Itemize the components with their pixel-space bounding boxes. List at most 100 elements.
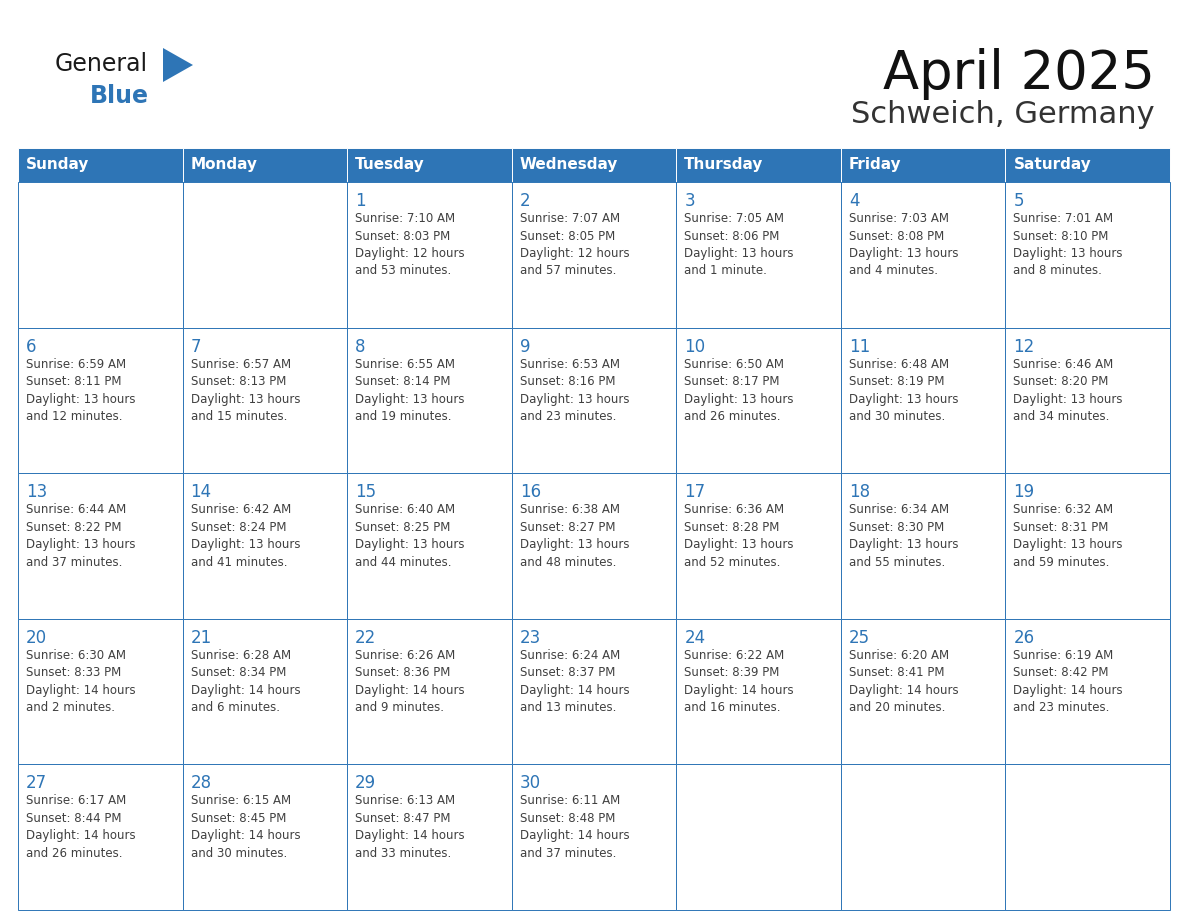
Text: 20: 20 [26,629,48,647]
Bar [18,473,183,619]
Text: 16: 16 [519,483,541,501]
Bar [841,328,1005,473]
Bar [676,182,841,328]
Text: 21: 21 [190,629,211,647]
Bar [1005,328,1170,473]
Text: Blue: Blue [90,84,148,108]
Bar [18,148,183,182]
Bar [183,765,347,910]
Text: Thursday: Thursday [684,158,764,173]
Bar [676,765,841,910]
Text: Sunrise: 7:01 AM
Sunset: 8:10 PM
Daylight: 13 hours
and 8 minutes.: Sunrise: 7:01 AM Sunset: 8:10 PM Dayligh… [1013,212,1123,277]
Bar [512,765,676,910]
Text: 9: 9 [519,338,530,355]
Text: 23: 23 [519,629,541,647]
Text: 22: 22 [355,629,377,647]
Text: 6: 6 [26,338,37,355]
Text: Sunrise: 6:22 AM
Sunset: 8:39 PM
Daylight: 14 hours
and 16 minutes.: Sunrise: 6:22 AM Sunset: 8:39 PM Dayligh… [684,649,794,714]
Bar [347,182,512,328]
Text: Sunrise: 6:36 AM
Sunset: 8:28 PM
Daylight: 13 hours
and 52 minutes.: Sunrise: 6:36 AM Sunset: 8:28 PM Dayligh… [684,503,794,568]
Bar [18,765,183,910]
Text: Sunday: Sunday [26,158,89,173]
Text: Sunrise: 6:53 AM
Sunset: 8:16 PM
Daylight: 13 hours
and 23 minutes.: Sunrise: 6:53 AM Sunset: 8:16 PM Dayligh… [519,358,630,423]
Text: Sunrise: 6:19 AM
Sunset: 8:42 PM
Daylight: 14 hours
and 23 minutes.: Sunrise: 6:19 AM Sunset: 8:42 PM Dayligh… [1013,649,1123,714]
Bar [841,182,1005,328]
Text: Sunrise: 6:34 AM
Sunset: 8:30 PM
Daylight: 13 hours
and 55 minutes.: Sunrise: 6:34 AM Sunset: 8:30 PM Dayligh… [849,503,959,568]
Bar [183,473,347,619]
Text: Sunrise: 6:32 AM
Sunset: 8:31 PM
Daylight: 13 hours
and 59 minutes.: Sunrise: 6:32 AM Sunset: 8:31 PM Dayligh… [1013,503,1123,568]
Text: Sunrise: 6:42 AM
Sunset: 8:24 PM
Daylight: 13 hours
and 41 minutes.: Sunrise: 6:42 AM Sunset: 8:24 PM Dayligh… [190,503,301,568]
Text: Friday: Friday [849,158,902,173]
Bar [676,473,841,619]
Text: Sunrise: 6:30 AM
Sunset: 8:33 PM
Daylight: 14 hours
and 2 minutes.: Sunrise: 6:30 AM Sunset: 8:33 PM Dayligh… [26,649,135,714]
Bar [18,182,183,328]
Text: 26: 26 [1013,629,1035,647]
Polygon shape [163,48,192,82]
Bar [512,473,676,619]
Text: Sunrise: 6:44 AM
Sunset: 8:22 PM
Daylight: 13 hours
and 37 minutes.: Sunrise: 6:44 AM Sunset: 8:22 PM Dayligh… [26,503,135,568]
Bar [183,182,347,328]
Text: 2: 2 [519,192,530,210]
Bar [183,619,347,765]
Bar [1005,473,1170,619]
Bar [183,328,347,473]
Text: 8: 8 [355,338,366,355]
Bar [1005,182,1170,328]
Text: Sunrise: 6:48 AM
Sunset: 8:19 PM
Daylight: 13 hours
and 30 minutes.: Sunrise: 6:48 AM Sunset: 8:19 PM Dayligh… [849,358,959,423]
Text: 18: 18 [849,483,870,501]
Bar [18,328,183,473]
Text: 10: 10 [684,338,706,355]
Text: Sunrise: 6:15 AM
Sunset: 8:45 PM
Daylight: 14 hours
and 30 minutes.: Sunrise: 6:15 AM Sunset: 8:45 PM Dayligh… [190,794,301,860]
Text: 14: 14 [190,483,211,501]
Text: Sunrise: 6:28 AM
Sunset: 8:34 PM
Daylight: 14 hours
and 6 minutes.: Sunrise: 6:28 AM Sunset: 8:34 PM Dayligh… [190,649,301,714]
Bar [676,328,841,473]
Text: Sunrise: 6:24 AM
Sunset: 8:37 PM
Daylight: 14 hours
and 13 minutes.: Sunrise: 6:24 AM Sunset: 8:37 PM Dayligh… [519,649,630,714]
Bar [347,619,512,765]
Text: April 2025: April 2025 [883,48,1155,100]
Text: 11: 11 [849,338,870,355]
Text: 3: 3 [684,192,695,210]
Text: 17: 17 [684,483,706,501]
Text: Sunrise: 6:13 AM
Sunset: 8:47 PM
Daylight: 14 hours
and 33 minutes.: Sunrise: 6:13 AM Sunset: 8:47 PM Dayligh… [355,794,465,860]
Text: 30: 30 [519,775,541,792]
Bar [347,473,512,619]
Text: 1: 1 [355,192,366,210]
Bar [676,619,841,765]
Text: Sunrise: 6:17 AM
Sunset: 8:44 PM
Daylight: 14 hours
and 26 minutes.: Sunrise: 6:17 AM Sunset: 8:44 PM Dayligh… [26,794,135,860]
Bar [512,328,676,473]
Bar [1005,619,1170,765]
Bar [512,148,676,182]
Text: 25: 25 [849,629,870,647]
Bar [18,619,183,765]
Text: 5: 5 [1013,192,1024,210]
Text: Sunrise: 6:59 AM
Sunset: 8:11 PM
Daylight: 13 hours
and 12 minutes.: Sunrise: 6:59 AM Sunset: 8:11 PM Dayligh… [26,358,135,423]
Bar [841,473,1005,619]
Text: Sunrise: 6:46 AM
Sunset: 8:20 PM
Daylight: 13 hours
and 34 minutes.: Sunrise: 6:46 AM Sunset: 8:20 PM Dayligh… [1013,358,1123,423]
Bar [841,619,1005,765]
Text: 7: 7 [190,338,201,355]
Text: Wednesday: Wednesday [519,158,618,173]
Text: 24: 24 [684,629,706,647]
Bar [676,148,841,182]
Bar [183,148,347,182]
Bar [1005,765,1170,910]
Text: Sunrise: 6:26 AM
Sunset: 8:36 PM
Daylight: 14 hours
and 9 minutes.: Sunrise: 6:26 AM Sunset: 8:36 PM Dayligh… [355,649,465,714]
Text: Sunrise: 6:40 AM
Sunset: 8:25 PM
Daylight: 13 hours
and 44 minutes.: Sunrise: 6:40 AM Sunset: 8:25 PM Dayligh… [355,503,465,568]
Text: 12: 12 [1013,338,1035,355]
Text: Tuesday: Tuesday [355,158,425,173]
Bar [841,765,1005,910]
Text: Sunrise: 7:05 AM
Sunset: 8:06 PM
Daylight: 13 hours
and 1 minute.: Sunrise: 7:05 AM Sunset: 8:06 PM Dayligh… [684,212,794,277]
Text: Sunrise: 7:10 AM
Sunset: 8:03 PM
Daylight: 12 hours
and 53 minutes.: Sunrise: 7:10 AM Sunset: 8:03 PM Dayligh… [355,212,465,277]
Text: Schweich, Germany: Schweich, Germany [852,100,1155,129]
Bar [347,765,512,910]
Bar [347,328,512,473]
Bar [841,148,1005,182]
Text: Sunrise: 6:20 AM
Sunset: 8:41 PM
Daylight: 14 hours
and 20 minutes.: Sunrise: 6:20 AM Sunset: 8:41 PM Dayligh… [849,649,959,714]
Text: Monday: Monday [190,158,258,173]
Text: Sunrise: 6:11 AM
Sunset: 8:48 PM
Daylight: 14 hours
and 37 minutes.: Sunrise: 6:11 AM Sunset: 8:48 PM Dayligh… [519,794,630,860]
Text: Sunrise: 6:50 AM
Sunset: 8:17 PM
Daylight: 13 hours
and 26 minutes.: Sunrise: 6:50 AM Sunset: 8:17 PM Dayligh… [684,358,794,423]
Text: Sunrise: 6:57 AM
Sunset: 8:13 PM
Daylight: 13 hours
and 15 minutes.: Sunrise: 6:57 AM Sunset: 8:13 PM Dayligh… [190,358,301,423]
Text: 15: 15 [355,483,377,501]
Text: 13: 13 [26,483,48,501]
Bar [512,182,676,328]
